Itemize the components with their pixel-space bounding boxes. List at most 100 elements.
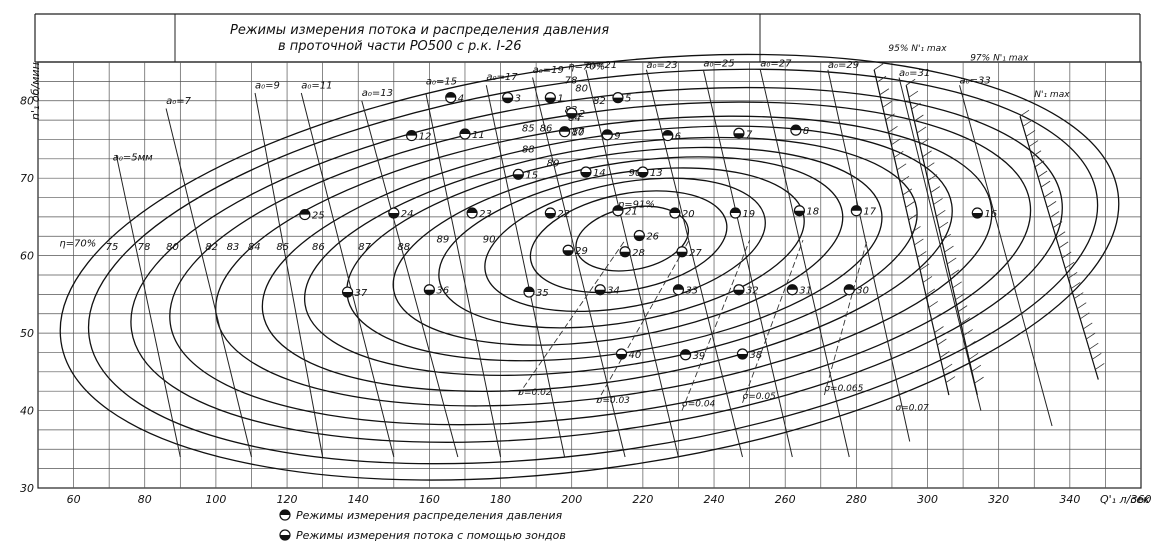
guide-vane-label: a₀=25	[703, 59, 734, 70]
efficiency-contour	[392, 156, 844, 346]
hatch-stroke	[1037, 170, 1048, 178]
point-fill	[563, 250, 574, 256]
hatch-stroke	[933, 198, 943, 205]
hatch-stroke	[885, 113, 895, 121]
hatch-stroke	[1070, 282, 1081, 289]
power-limit-label: 97% N'₁ max	[970, 53, 1029, 63]
hatch-stroke	[922, 150, 932, 158]
point-fill	[406, 130, 417, 136]
point-label: 5	[625, 94, 631, 105]
measurement-point: 13	[637, 166, 663, 179]
efficiency-label: 80	[166, 242, 179, 253]
x-tick-label: 60	[67, 493, 81, 506]
point-fill	[580, 171, 591, 177]
x-tick-label: 220	[632, 493, 653, 506]
point-fill	[299, 209, 310, 215]
point-fill	[620, 251, 631, 257]
hatch-stroke	[936, 209, 946, 217]
y-axis-ticks: 30 40 50 60 70 80	[20, 95, 34, 495]
hatch-stroke	[917, 251, 927, 258]
guide-vane-line	[702, 69, 793, 458]
point-fill	[851, 205, 862, 211]
measurement-point: 3	[502, 92, 521, 105]
hatch-stroke	[925, 162, 935, 169]
hatch-stroke	[1095, 363, 1105, 370]
efficiency-label: 82	[593, 96, 606, 107]
x-tick-label: 320	[988, 493, 1009, 506]
point-label: 25	[312, 211, 325, 222]
hatch-stroke	[1077, 302, 1087, 309]
point-label: 37	[355, 288, 368, 299]
guide-vane-lines	[115, 69, 1053, 458]
hatch-stroke	[955, 293, 965, 301]
point-fill	[680, 349, 691, 355]
guide-vane-line	[759, 69, 850, 458]
efficiency-label: η=91%	[618, 200, 655, 211]
efficiency-label: 89	[437, 234, 450, 245]
efficiency-label: 85	[276, 242, 289, 253]
sigma-label: σ=0.07	[895, 404, 929, 414]
hatch-stroke	[919, 138, 930, 146]
hatch-stroke	[952, 281, 962, 289]
hatch-stroke	[934, 326, 944, 333]
efficiency-contour	[59, 53, 1120, 481]
hatch-stroke	[1086, 332, 1096, 340]
point-fill	[459, 129, 470, 135]
hatch-stroke	[963, 329, 973, 336]
efficiency-label: 87	[358, 242, 371, 253]
measurement-point: 17	[850, 205, 877, 218]
efficiency-label: 83	[227, 242, 240, 253]
hatch-stroke	[940, 351, 950, 358]
point-label: 18	[806, 207, 819, 218]
guide-vane-label: a₀=29	[828, 60, 859, 71]
measurement-point: 21	[612, 205, 638, 218]
point-fill	[844, 284, 855, 290]
hatch-stroke	[908, 213, 918, 221]
efficiency-label: 82	[205, 242, 218, 253]
point-label: 35	[536, 288, 549, 299]
measurement-point: 18	[793, 205, 819, 218]
point-fill	[730, 208, 741, 214]
point-label: 33	[685, 286, 698, 297]
y-tick-label: 50	[20, 327, 34, 340]
measurement-point: 38	[736, 348, 762, 361]
hatch-stroke	[891, 138, 901, 146]
measurement-point: 37	[341, 286, 368, 299]
hatch-stroke	[1092, 352, 1102, 360]
guide-vane-label: a₀=15	[426, 76, 457, 87]
guide-vane-label: a₀=13	[362, 88, 393, 99]
hatch-stroke	[1067, 271, 1078, 279]
hatch-stroke	[902, 188, 913, 196]
point-fill	[790, 125, 801, 131]
x-tick-label: 160	[419, 493, 440, 506]
legend-flow-label: Режимы измерения потока с помощью зондов	[296, 529, 566, 542]
point-label: 14	[593, 168, 606, 179]
measurement-point: 10	[558, 126, 585, 139]
point-label: 10	[572, 128, 585, 139]
hatch-stroke	[1089, 342, 1099, 350]
hatch-stroke	[908, 90, 919, 98]
measurement-point: 15	[512, 168, 538, 181]
point-label: 26	[646, 231, 659, 242]
x-tick-label: 340	[1059, 493, 1080, 506]
guide-vane-label: a₀=33	[960, 76, 991, 87]
hatch-stroke	[1080, 312, 1090, 320]
point-fill	[794, 210, 805, 216]
point-fill	[972, 213, 983, 219]
point-label: 8	[803, 126, 809, 137]
guide-vane-line	[485, 85, 566, 458]
hatch-stroke	[925, 288, 936, 296]
point-fill	[733, 289, 744, 295]
point-label: 36	[436, 286, 449, 297]
hatch-stroke	[914, 114, 924, 122]
x-tick-label: 240	[704, 493, 725, 506]
sigma-label: σ=0.05	[742, 392, 776, 402]
guide-vane-label: a₀=7	[166, 96, 192, 107]
guide-vane-label: a₀=11	[301, 80, 332, 91]
hatch-stroke	[1022, 120, 1033, 127]
grid	[38, 62, 1141, 488]
hatch-stroke	[941, 233, 951, 241]
point-fill	[612, 205, 623, 211]
guide-vane-line	[585, 69, 679, 458]
